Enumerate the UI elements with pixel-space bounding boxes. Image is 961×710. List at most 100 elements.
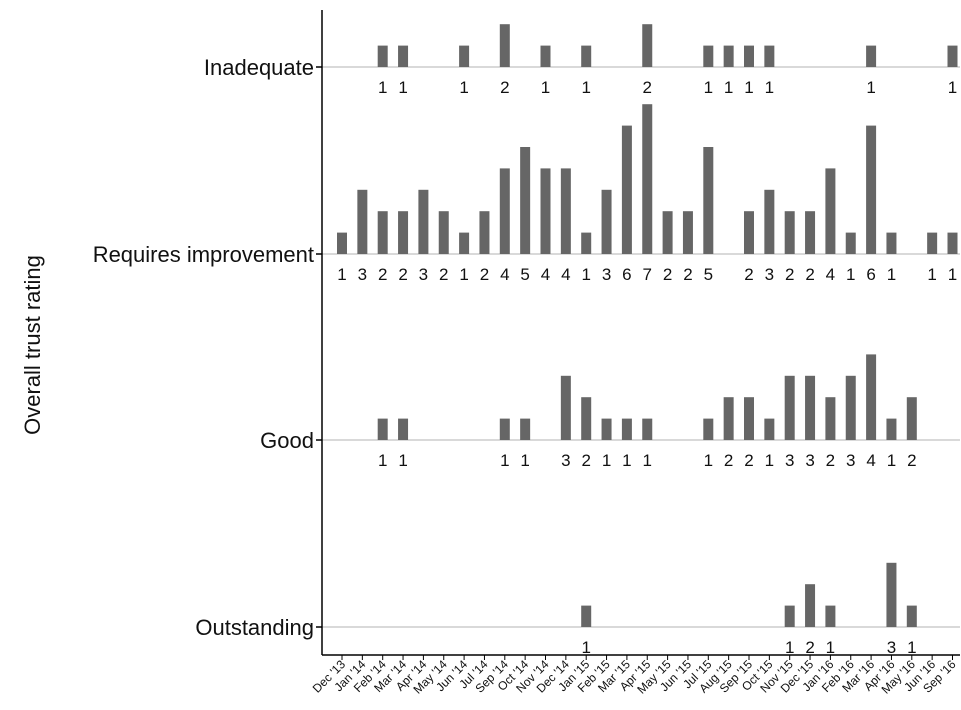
y-tick-label: Inadequate bbox=[204, 55, 314, 80]
data-label: 2 bbox=[439, 265, 448, 284]
data-label: 1 bbox=[948, 265, 957, 284]
bar bbox=[499, 418, 510, 440]
data-label: 2 bbox=[643, 78, 652, 97]
data-label: 6 bbox=[866, 265, 875, 284]
data-label: 1 bbox=[948, 78, 957, 97]
data-label: 1 bbox=[724, 78, 733, 97]
bar bbox=[377, 45, 388, 67]
bar bbox=[459, 45, 470, 67]
bar bbox=[744, 397, 754, 440]
bar bbox=[703, 147, 714, 254]
bar bbox=[398, 45, 409, 67]
data-label: 3 bbox=[846, 451, 855, 470]
bar bbox=[520, 147, 531, 254]
bar bbox=[398, 211, 409, 254]
data-label: 3 bbox=[358, 265, 367, 284]
data-label: 1 bbox=[704, 451, 713, 470]
bar bbox=[377, 211, 388, 254]
data-label: 1 bbox=[622, 451, 631, 470]
data-label: 1 bbox=[520, 451, 529, 470]
bar bbox=[357, 189, 368, 254]
bar bbox=[703, 418, 714, 440]
data-label: 1 bbox=[765, 78, 774, 97]
bar bbox=[845, 232, 856, 254]
data-label: 1 bbox=[887, 265, 896, 284]
data-label: 3 bbox=[602, 265, 611, 284]
bar bbox=[825, 397, 836, 440]
bar bbox=[662, 211, 673, 254]
data-label: 1 bbox=[337, 265, 346, 284]
bar bbox=[845, 375, 856, 440]
bar bbox=[805, 584, 816, 627]
data-label: 2 bbox=[683, 265, 692, 284]
bar bbox=[866, 45, 877, 67]
data-label: 1 bbox=[826, 638, 835, 657]
y-tick-label: Outstanding bbox=[195, 615, 314, 640]
bar bbox=[723, 397, 734, 440]
data-label: 1 bbox=[581, 638, 590, 657]
data-label: 6 bbox=[622, 265, 631, 284]
data-label: 5 bbox=[520, 265, 529, 284]
data-label: 2 bbox=[826, 451, 835, 470]
bar bbox=[601, 189, 612, 254]
data-label: 5 bbox=[704, 265, 713, 284]
data-label: 1 bbox=[459, 265, 468, 284]
bar bbox=[744, 45, 754, 67]
data-label: 1 bbox=[785, 638, 794, 657]
bar bbox=[784, 211, 795, 254]
data-label: 3 bbox=[419, 265, 428, 284]
data-label: 4 bbox=[866, 451, 875, 470]
data-label: 2 bbox=[785, 265, 794, 284]
data-label: 4 bbox=[541, 265, 550, 284]
bar bbox=[764, 45, 775, 67]
data-label: 3 bbox=[561, 451, 570, 470]
data-label: 2 bbox=[907, 451, 916, 470]
bar bbox=[947, 232, 958, 254]
bar bbox=[866, 125, 877, 254]
bar bbox=[581, 605, 592, 627]
data-label: 2 bbox=[398, 265, 407, 284]
bar bbox=[581, 232, 592, 254]
bar bbox=[703, 45, 714, 67]
data-label: 4 bbox=[826, 265, 835, 284]
bar bbox=[499, 168, 510, 254]
bar bbox=[560, 375, 571, 440]
data-label: 1 bbox=[398, 451, 407, 470]
data-label: 2 bbox=[378, 265, 387, 284]
data-label: 2 bbox=[663, 265, 672, 284]
data-label: 1 bbox=[907, 638, 916, 657]
data-label: 2 bbox=[480, 265, 489, 284]
bar bbox=[438, 211, 449, 254]
y-tick-label: Good bbox=[260, 428, 314, 453]
data-label: 1 bbox=[500, 451, 509, 470]
bar bbox=[784, 605, 795, 627]
bar bbox=[560, 168, 571, 254]
bar bbox=[377, 418, 388, 440]
bar bbox=[581, 397, 592, 440]
bar bbox=[682, 211, 693, 254]
bar bbox=[499, 24, 510, 67]
bar bbox=[581, 45, 592, 67]
bar bbox=[398, 418, 409, 440]
data-label: 3 bbox=[785, 451, 794, 470]
bar bbox=[337, 232, 347, 254]
data-label: 2 bbox=[805, 265, 814, 284]
bar bbox=[784, 375, 795, 440]
bar bbox=[825, 168, 836, 254]
data-label: 2 bbox=[805, 638, 814, 657]
data-label: 4 bbox=[561, 265, 570, 284]
bar bbox=[418, 189, 429, 254]
data-label: 2 bbox=[744, 451, 753, 470]
data-label: 1 bbox=[704, 78, 713, 97]
bar bbox=[805, 375, 816, 440]
data-label: 3 bbox=[805, 451, 814, 470]
bar bbox=[621, 418, 632, 440]
data-label: 1 bbox=[459, 78, 468, 97]
bar bbox=[642, 418, 653, 440]
bar bbox=[825, 605, 836, 627]
data-label: 2 bbox=[724, 451, 733, 470]
data-label: 1 bbox=[602, 451, 611, 470]
bar bbox=[886, 232, 897, 254]
bar bbox=[927, 232, 938, 254]
